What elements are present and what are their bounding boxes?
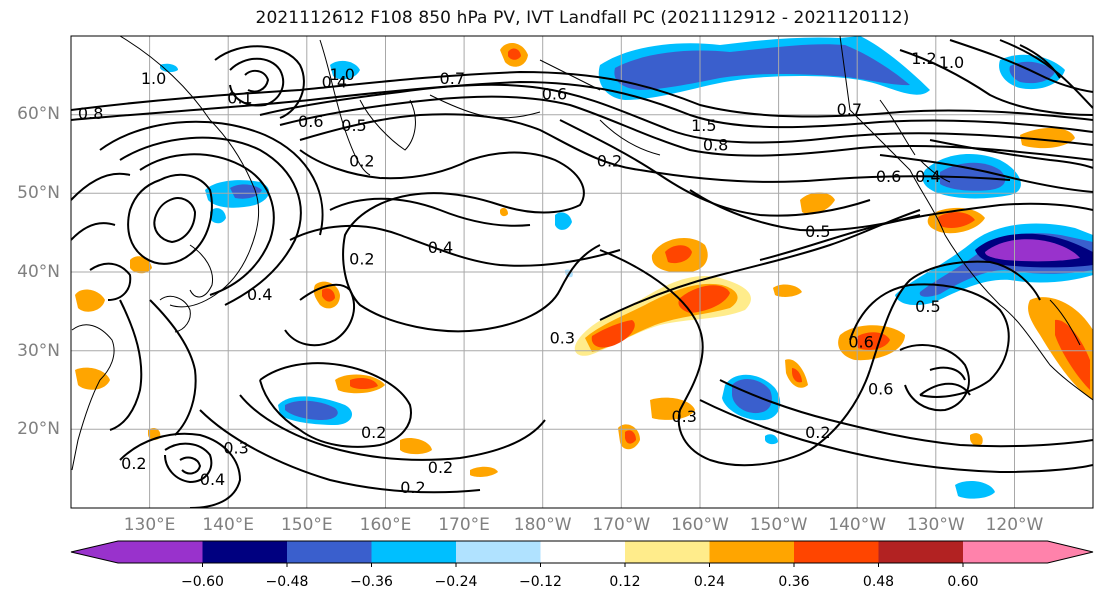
- lon-label-120w: 120°W: [985, 515, 1044, 535]
- contour-label: 0.5: [341, 116, 366, 135]
- colorbar-seg-11: [963, 541, 1048, 563]
- contour-label: 0.2: [428, 458, 453, 477]
- contour-label: 0.2: [349, 151, 374, 170]
- lon-label-130e: 130°E: [123, 515, 176, 535]
- contour-label: 0.4: [428, 238, 453, 257]
- lon-label-140w: 140°W: [828, 515, 887, 535]
- colorbar-tick-label: −0.12: [519, 574, 562, 590]
- contour-label: 0.8: [703, 136, 728, 155]
- contour-label: 1.2: [911, 49, 936, 68]
- lon-label-140e: 140°E: [202, 515, 255, 535]
- contour-label: 1.0: [141, 69, 166, 88]
- plot-frame: [70, 35, 1094, 509]
- contour-label: 0.2: [349, 250, 374, 269]
- lat-label-40n: 40°N: [17, 262, 60, 282]
- contour-labels: 1.00.80.10.41.0 0.70.6 0.50.20.60.20.40.20…: [78, 49, 964, 497]
- contour-label: 1.0: [939, 53, 964, 72]
- contour-label: 0.4: [322, 73, 347, 92]
- lon-label-150w: 150°W: [749, 515, 808, 535]
- lat-label-60n: 60°N: [17, 104, 60, 124]
- lon-label-170w: 170°W: [592, 515, 651, 535]
- colorbar-left-extend: [71, 541, 118, 563]
- colorbar-seg-4: [371, 541, 456, 563]
- contour-label: 0.5: [805, 222, 830, 241]
- contour-label: 0.4: [915, 167, 940, 186]
- contour-label: 0.3: [550, 328, 575, 347]
- contour-label: 0.4: [200, 470, 225, 489]
- contour-label: 0.3: [671, 407, 696, 426]
- pv-contours: [71, 39, 1093, 508]
- lon-label-160e: 160°E: [359, 515, 412, 535]
- colorbar-tick-label: 0.60: [947, 574, 979, 590]
- colorbar-right-extend: [1047, 541, 1093, 563]
- contour-label: 0.1: [227, 88, 252, 107]
- contour-label: 0.6: [868, 380, 893, 399]
- contour-label: 1.0: [329, 65, 354, 84]
- colorbar-tick-label: 0.24: [693, 574, 726, 590]
- lon-label-160w: 160°W: [671, 515, 729, 535]
- contour-label: 0.3: [223, 439, 248, 458]
- colorbar-tick-label: −0.48: [265, 574, 309, 590]
- colorbar-seg-5: [456, 541, 541, 563]
- contour-label: 0.2: [361, 423, 386, 442]
- contour-label: 0.5: [915, 297, 940, 316]
- contour-label: 0.6: [542, 85, 567, 104]
- colorbar-tick-label: 0.48: [862, 574, 895, 590]
- colorbar-seg-8: [709, 541, 794, 563]
- contour-label: 1.5: [691, 116, 716, 135]
- contour-label: 0.2: [121, 454, 146, 473]
- contour-label: 0.6: [298, 112, 323, 131]
- colorbar-seg-10: [878, 541, 963, 563]
- lon-label-130w: 130°W: [906, 515, 965, 535]
- colorbar-tick-label: −0.60: [181, 574, 224, 590]
- colorbar-seg-2: [202, 541, 287, 563]
- lat-label-30n: 30°N: [17, 341, 60, 361]
- colorbar-tick-label: 0.12: [609, 574, 641, 590]
- colorbar-tick-label: −0.36: [350, 574, 393, 590]
- contour-label: 0.2: [597, 151, 622, 170]
- lon-label-150e: 150°E: [280, 515, 333, 535]
- colorbar-seg-9: [794, 541, 879, 563]
- coastlines: [71, 36, 1093, 471]
- map-title: 2021112612 F108 850 hPa PV, IVT Landfall…: [255, 8, 910, 28]
- contour-label: 0.6: [876, 167, 901, 186]
- colorbar-seg-6: [540, 541, 625, 563]
- colorbar: [70, 540, 1094, 567]
- colorbar-seg-7: [625, 541, 710, 563]
- colorbar-seg-3: [287, 541, 372, 563]
- contour-label: 0.6: [848, 332, 873, 351]
- lat-label-50n: 50°N: [17, 183, 60, 203]
- contour-label: 0.7: [837, 100, 862, 119]
- colorbar-seg-1: [118, 541, 203, 563]
- contour-label: 0.4: [247, 285, 272, 304]
- colorbar-tick-label: 0.36: [778, 574, 810, 590]
- contour-label: 0.2: [400, 478, 425, 497]
- colorbar-tick-label: −0.24: [434, 574, 478, 590]
- contour-label: 0.8: [78, 104, 103, 123]
- lon-label-180w: 180°W: [513, 515, 572, 535]
- lat-label-20n: 20°N: [17, 419, 60, 439]
- contour-label: 0.7: [440, 69, 465, 88]
- lon-label-170e: 170°E: [438, 515, 490, 535]
- contour-label: 0.2: [805, 423, 830, 442]
